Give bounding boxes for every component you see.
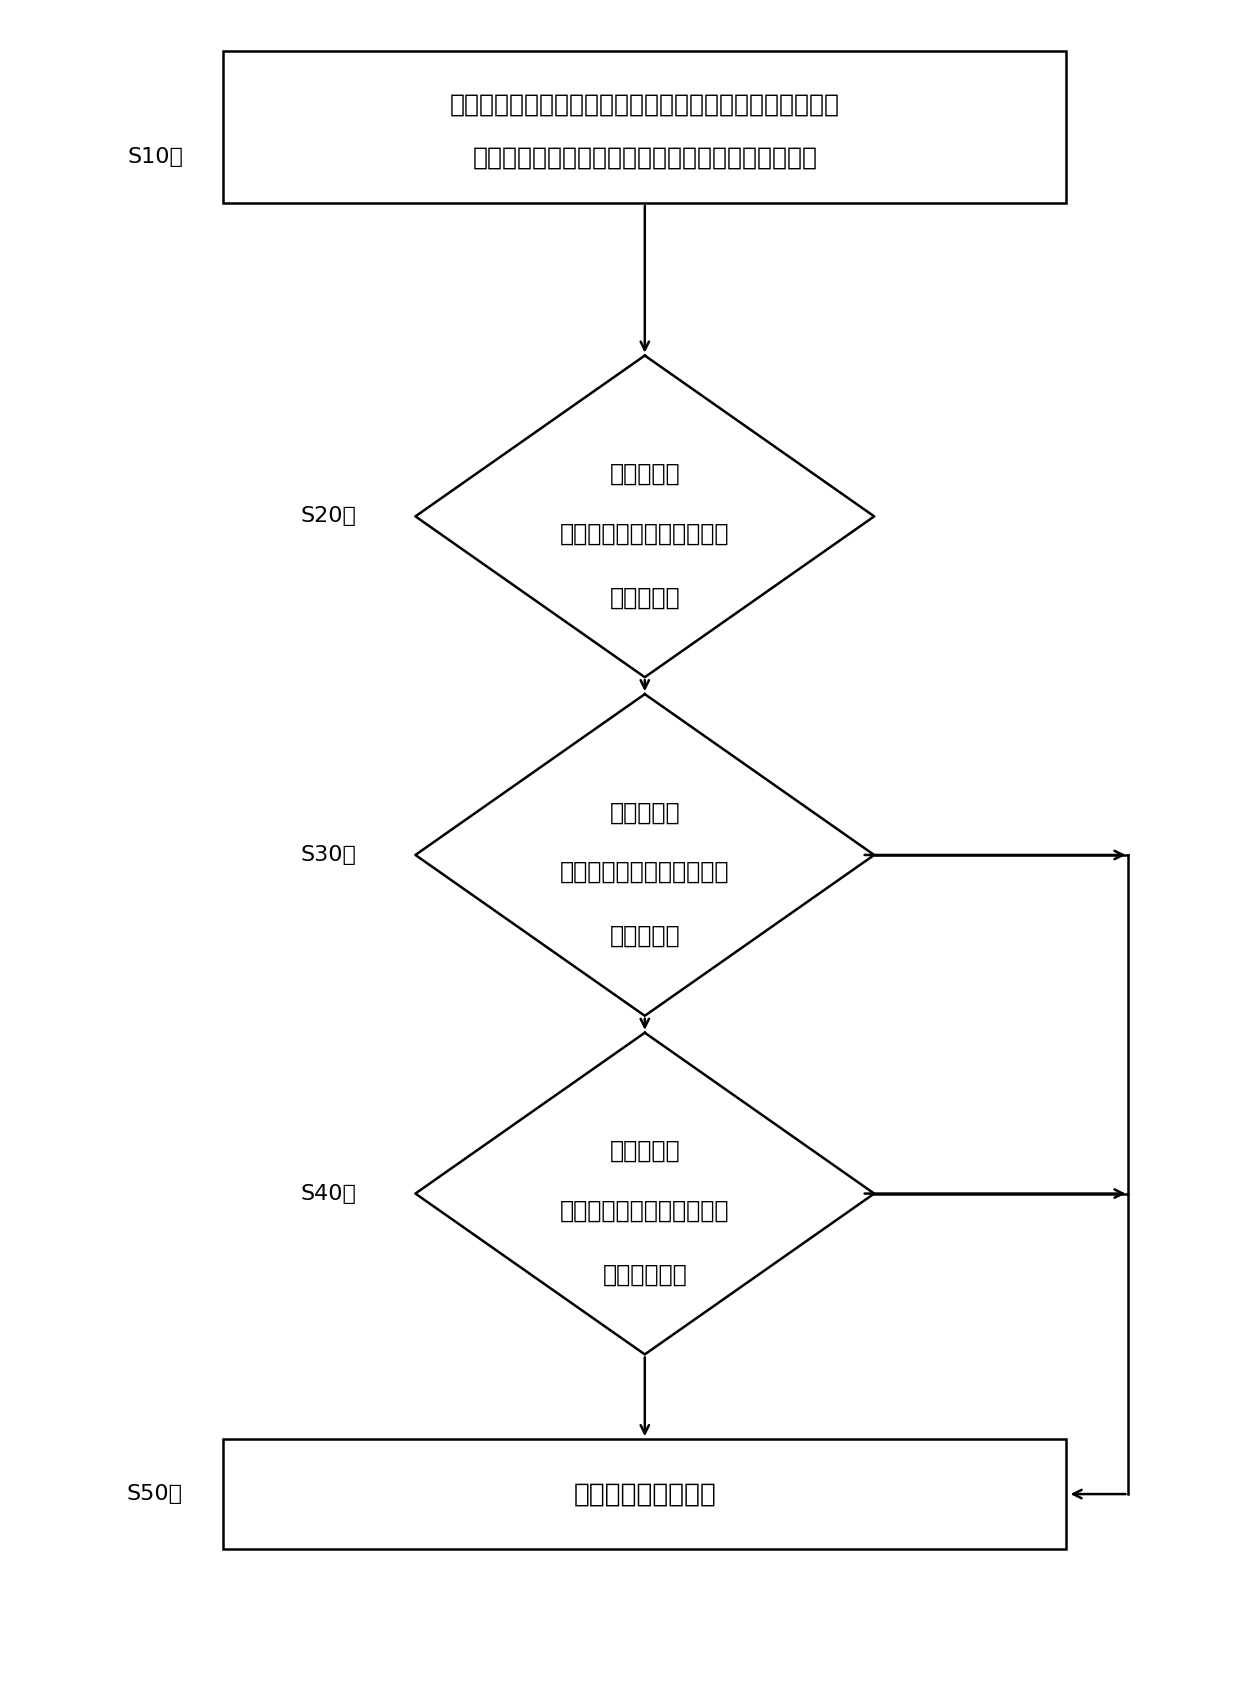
Text: S50～: S50～	[126, 1485, 184, 1503]
Text: 升频次数是否大于或等于预: 升频次数是否大于或等于预	[560, 521, 729, 545]
Text: S40～: S40～	[300, 1183, 357, 1204]
Text: S10～: S10～	[126, 147, 184, 168]
Polygon shape	[415, 1033, 874, 1354]
Text: S30～: S30～	[300, 845, 357, 865]
Polygon shape	[415, 694, 874, 1016]
Text: 获取并判断: 获取并判断	[610, 801, 680, 824]
Text: 获取并判断: 获取并判断	[610, 1139, 680, 1163]
Text: 获取并判断: 获取并判断	[610, 462, 680, 486]
Text: 运行频率是否大于或等于预: 运行频率是否大于或等于预	[560, 1199, 729, 1222]
FancyBboxPatch shape	[223, 51, 1066, 203]
Polygon shape	[415, 356, 874, 677]
Text: 确定预设频率上限值、预设回油时间和预设调频次数: 确定预设频率上限值、预设回油时间和预设调频次数	[472, 146, 817, 169]
FancyBboxPatch shape	[223, 1439, 1066, 1549]
Text: 回油时间是否大于或等于预: 回油时间是否大于或等于预	[560, 860, 729, 884]
Text: 设回油时间: 设回油时间	[610, 924, 680, 948]
Text: 压缩机退出回油模式: 压缩机退出回油模式	[573, 1481, 717, 1507]
Text: 压缩机开启回油模式，获取的回油起始频率，根据预设规则: 压缩机开启回油模式，获取的回油起始频率，根据预设规则	[450, 91, 839, 117]
Text: S20～: S20～	[300, 506, 357, 527]
Text: 设调频次数: 设调频次数	[610, 586, 680, 609]
Text: 设频率上限值: 设频率上限值	[603, 1263, 687, 1287]
